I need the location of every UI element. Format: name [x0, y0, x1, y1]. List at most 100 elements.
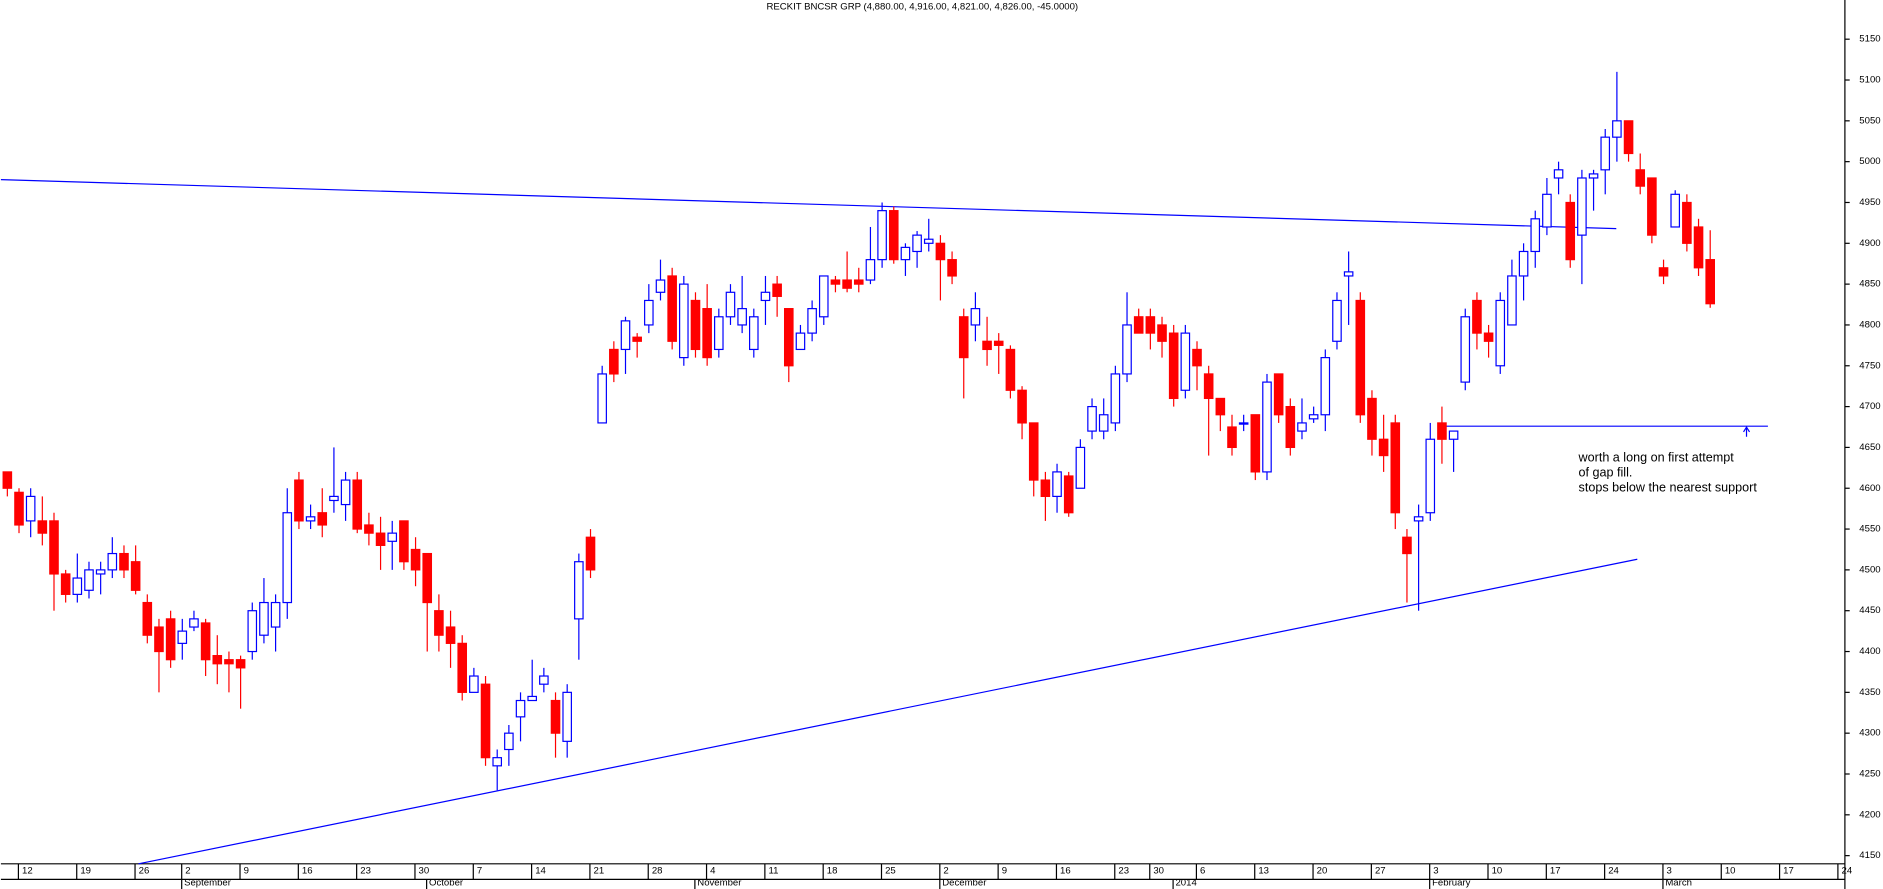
x-tick-label: 9: [1002, 866, 1007, 877]
candle-body: [1273, 373, 1284, 416]
x-tick-label: 2: [185, 866, 190, 877]
x-tick-label: 28: [652, 866, 663, 877]
candle-body: [993, 340, 1004, 346]
candle-body: [1133, 316, 1144, 334]
candle-body: [1343, 271, 1354, 277]
candle-body: [1017, 389, 1027, 424]
candle-body: [270, 601, 281, 628]
candle-body: [422, 552, 433, 604]
candle-body: [1647, 177, 1657, 236]
candle-body: [1413, 516, 1424, 522]
x-tick-label: 11: [768, 866, 778, 877]
candle-body: [1262, 381, 1272, 473]
candle-body: [224, 659, 234, 665]
candle-body: [1168, 332, 1179, 400]
candle-body: [1682, 201, 1692, 244]
candle-body: [235, 659, 246, 669]
x-tick-label: 17: [1783, 866, 1794, 877]
candle-body: [142, 601, 153, 636]
candle-body: [352, 479, 363, 530]
annotation: of gap fill.: [1579, 466, 1633, 480]
month-label: December: [942, 878, 987, 889]
candle-body: [375, 532, 386, 546]
candle-body: [749, 316, 759, 351]
candle-body: [107, 552, 118, 571]
annotation-arrow: [1743, 425, 1751, 437]
month-label: September: [184, 878, 232, 889]
x-tick-label: 20: [1317, 866, 1328, 877]
y-tick-label: 4250: [1859, 769, 1880, 780]
candle-body: [130, 561, 141, 591]
x-tick-label: 18: [827, 866, 838, 877]
candle-body: [1285, 405, 1296, 449]
candle-body: [1192, 348, 1202, 367]
x-tick-label: 4: [710, 866, 716, 877]
candle-body: [714, 316, 724, 351]
candle-body: [1145, 316, 1156, 334]
x-tick-label: 16: [1060, 866, 1071, 877]
candle-body: [853, 279, 864, 285]
candle-body: [725, 291, 736, 318]
candle-body: [515, 699, 526, 718]
candle-body: [1180, 332, 1191, 391]
candle-body: [1075, 446, 1086, 489]
candle-body: [189, 618, 199, 628]
x-tick-label: 30: [1153, 866, 1164, 877]
candle-body: [294, 479, 304, 522]
candle-body: [1355, 299, 1366, 416]
candle-body: [842, 279, 852, 289]
candle-body: [690, 299, 701, 351]
candle-body: [212, 655, 223, 665]
candle-body: [1378, 438, 1389, 457]
candle-body: [364, 524, 374, 534]
x-tick-label: 23: [360, 866, 371, 877]
candle-body: [912, 234, 922, 253]
candle-body: [1087, 405, 1097, 432]
candle-body: [60, 573, 71, 595]
candle-body: [1437, 422, 1447, 440]
y-tick-label: 4500: [1859, 564, 1880, 575]
candle-body: [807, 308, 817, 334]
candle-body: [888, 210, 899, 261]
candle-body: [119, 552, 129, 571]
candle-body: [1658, 267, 1669, 277]
x-tick-label: 3: [1433, 866, 1438, 877]
candle-body: [877, 210, 887, 261]
x-tick-label: 6: [1200, 866, 1205, 877]
candle-body: [399, 520, 409, 563]
x-tick-label: 2: [943, 866, 948, 877]
y-tick-label: 4850: [1859, 279, 1880, 290]
candle-body: [702, 308, 712, 359]
candle-body: [14, 491, 24, 526]
candle-body: [317, 512, 328, 526]
candle-body: [597, 373, 607, 424]
month-label: October: [429, 878, 464, 889]
y-tick-label: 5000: [1859, 156, 1880, 167]
y-tick-label: 4700: [1859, 401, 1880, 412]
candle-body: [1495, 299, 1506, 367]
candle-body: [177, 630, 188, 644]
month-label: November: [697, 878, 742, 889]
x-tick-label: 13: [1258, 866, 1269, 877]
candle-body: [1530, 218, 1541, 253]
candle-body: [830, 279, 841, 285]
candle-body: [865, 259, 876, 281]
candle-body: [1063, 475, 1074, 514]
candle-body: [504, 732, 514, 751]
month-label: March: [1665, 878, 1692, 889]
y-tick-label: 4950: [1859, 197, 1880, 208]
candle-body: [1250, 414, 1261, 473]
candle-body: [480, 683, 491, 759]
candle-body: [1472, 299, 1482, 334]
candle-body: [900, 246, 911, 261]
x-tick-label: 26: [139, 866, 150, 877]
candle-body: [539, 675, 549, 685]
candle-body: [1308, 414, 1319, 420]
candle-body: [492, 757, 503, 767]
candle-body: [1215, 397, 1226, 416]
candle-body: [1565, 201, 1576, 261]
x-tick-label: 24: [1608, 866, 1619, 877]
candle-body: [982, 340, 992, 351]
